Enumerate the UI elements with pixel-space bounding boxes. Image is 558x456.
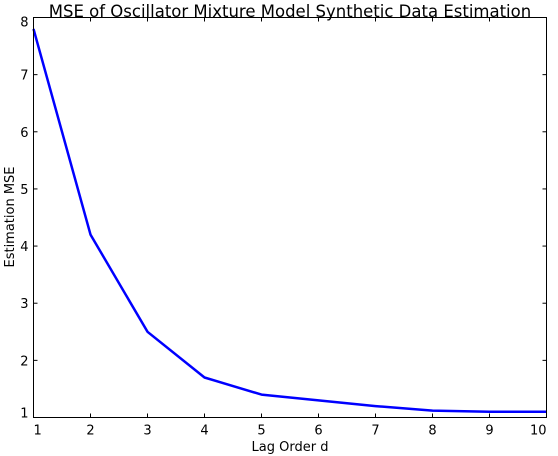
- x-tick-label: 8: [428, 424, 436, 439]
- series-line: [32, 28, 547, 414]
- x-tick-label: 10: [530, 424, 547, 439]
- x-tick-label: 4: [200, 424, 208, 439]
- x-tick-label: 5: [257, 424, 265, 439]
- x-axis-label: Lag Order d: [252, 440, 329, 455]
- x-tick-label: 9: [485, 424, 493, 439]
- series-layer: [32, 28, 547, 414]
- y-tick-label: 8: [20, 16, 28, 31]
- y-tick-label: 4: [20, 240, 28, 255]
- y-axis-label: Estimation MSE: [3, 166, 18, 267]
- y-tick-label: 7: [20, 69, 28, 84]
- x-tick-label: 6: [314, 424, 322, 439]
- x-tick-label: 2: [86, 424, 94, 439]
- ticks-layer: 1 2 3 4 5 6 7 8 9 10 1 2 3 4 5 6 7 8: [20, 16, 547, 439]
- y-tick-label: 5: [20, 183, 28, 198]
- y-tick-label: 6: [20, 126, 28, 141]
- y-tick-label: 1: [20, 407, 28, 422]
- y-tick-label: 2: [20, 354, 28, 369]
- plot-area-frame: [33, 17, 547, 418]
- chart-title: MSE of Oscillator Mixture Model Syntheti…: [49, 2, 531, 21]
- y-tick-label: 3: [20, 297, 28, 312]
- x-tick-label: 1: [34, 424, 42, 439]
- x-tick-label: 3: [143, 424, 151, 439]
- x-tick-label: 7: [371, 424, 379, 439]
